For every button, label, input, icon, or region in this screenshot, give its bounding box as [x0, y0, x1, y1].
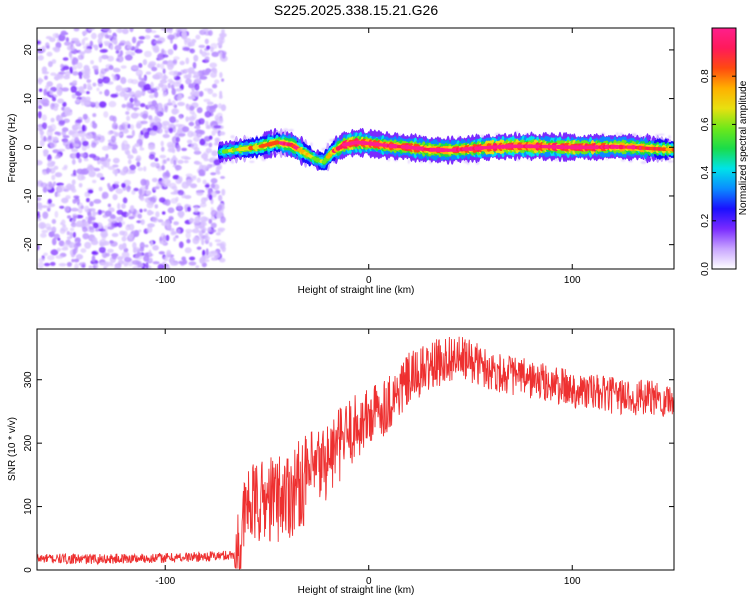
spectrogram-y-axis-label: Frequency (Hz) [7, 114, 18, 183]
snr-y-tick-label: 300 [23, 371, 34, 388]
snr-y-axis-label: SNR (10 * v/v) [7, 417, 18, 481]
colorbar-tick-label: 0.6 [700, 117, 711, 131]
spectrogram-y-tick-label: 10 [23, 93, 34, 105]
snr-y-tick-label: 200 [23, 434, 34, 451]
spectrogram-x-tick-label: 0 [366, 275, 372, 286]
snr-x-ticks: -100 0 100 [155, 329, 581, 587]
snr-x-axis-label: Height of straight line (km) [298, 585, 415, 596]
colorbar-gradient [712, 28, 736, 269]
colorbar: 0.0 0.2 0.4 0.6 0.8 Normalized spectral ampl… [700, 27, 749, 276]
spectrogram-y-tick-label: -10 [23, 188, 34, 203]
snr-x-tick-label: -100 [155, 576, 175, 587]
chart-title: S225.2025.338.15.21.G26 [274, 2, 438, 18]
colorbar-tick-label: 0.4 [700, 165, 711, 179]
spectrogram-y-tick-label: 0 [23, 144, 34, 150]
spectrogram-signal-track [217, 127, 674, 172]
spectrogram-noise-region [37, 28, 674, 269]
colorbar-frame [711, 27, 737, 270]
colorbar-ticks: 0.0 0.2 0.4 0.6 0.8 [700, 69, 736, 276]
spectrogram-x-ticks: -100 0 100 [155, 28, 581, 286]
snr-frame [36, 328, 675, 571]
colorbar-tick-label: 0.0 [700, 262, 711, 276]
snr-plot-area [37, 329, 674, 570]
snr-y-ticks: 0 100 200 300 [23, 371, 674, 573]
colorbar-label: Normalized spectral amplitude [738, 80, 749, 215]
colorbar-tick-label: 0.8 [700, 69, 711, 83]
spectrogram-x-tick-label: -100 [155, 275, 175, 286]
snr-series-line [37, 336, 674, 570]
spectrogram-x-axis-label: Height of straight line (km) [298, 285, 415, 296]
spectrogram-y-tick-label: 20 [23, 44, 34, 56]
spectrogram-y-ticks: -20 -10 0 10 20 [23, 44, 674, 252]
spectrogram-y-tick-label: -20 [23, 237, 34, 252]
snr-y-tick-label: 100 [23, 498, 34, 515]
snr-x-tick-label: 0 [366, 576, 372, 587]
colorbar-tick-label: 0.2 [700, 213, 711, 227]
snr-panel: -100 0 100 0 100 200 300 Height of straight l… [7, 328, 675, 596]
spectrogram-x-tick-label: 100 [564, 275, 581, 286]
spectrogram-frame [36, 27, 675, 270]
snr-y-tick-label: 0 [23, 567, 34, 573]
snr-x-tick-label: 100 [564, 576, 581, 587]
